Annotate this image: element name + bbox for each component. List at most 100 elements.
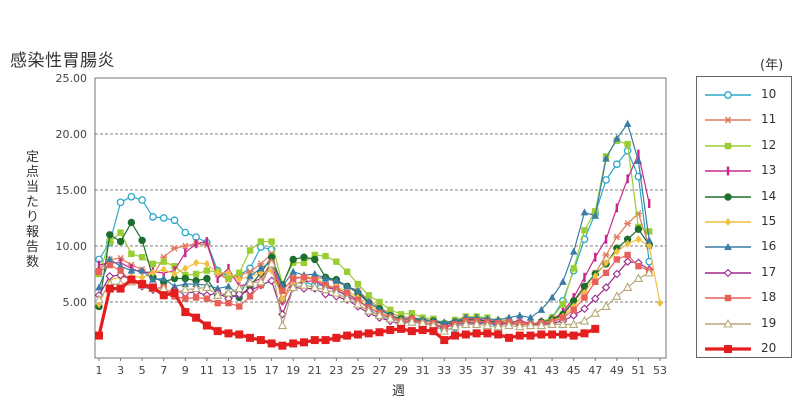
data-point (128, 250, 135, 258)
data-point (602, 251, 610, 259)
data-point (212, 290, 223, 299)
data-point (214, 268, 221, 277)
data-point (602, 176, 610, 184)
data-point (300, 274, 308, 281)
x-tick-label: 3 (117, 364, 124, 377)
x-tick-label: 27 (373, 364, 387, 377)
data-point (277, 320, 288, 330)
legend-marker (726, 166, 730, 176)
data-point (375, 328, 384, 337)
legend-marker (724, 294, 732, 302)
x-tick-label: 13 (221, 364, 235, 377)
legend-item-20: 20 (703, 339, 789, 359)
data-point (594, 252, 597, 262)
x-tick-label: 19 (286, 364, 300, 377)
data-point (353, 330, 362, 339)
data-point (311, 251, 318, 259)
data-point (461, 319, 471, 328)
data-point (279, 294, 286, 303)
data-point (278, 282, 287, 290)
x-tick-label: 43 (545, 364, 559, 377)
data-point (451, 331, 460, 340)
x-tick-label: 49 (610, 364, 624, 377)
x-tick-label: 5 (139, 364, 146, 377)
x-tick-label: 25 (351, 364, 365, 377)
data-point (289, 339, 298, 348)
data-point (515, 311, 524, 319)
legend-item-14: 14 (703, 187, 789, 207)
data-point (117, 229, 124, 236)
data-point (548, 330, 557, 339)
data-point (332, 333, 341, 342)
data-point (246, 247, 254, 254)
data-point (633, 273, 644, 283)
data-point (657, 299, 663, 308)
data-point (268, 238, 275, 245)
data-point (138, 254, 146, 261)
data-point (322, 252, 329, 260)
data-point (613, 256, 621, 263)
legend-item-18: 18 (703, 288, 789, 308)
data-point (127, 266, 136, 274)
legend-item-15: 15 (703, 212, 789, 232)
data-point (257, 238, 265, 245)
x-tick-label: 31 (416, 364, 430, 377)
data-point (95, 268, 103, 275)
data-point (559, 301, 567, 308)
data-point (623, 257, 632, 266)
data-point (343, 331, 352, 340)
legend-marker (724, 142, 732, 149)
x-tick-label: 41 (524, 364, 538, 377)
data-point (440, 318, 449, 326)
data-point (184, 248, 187, 258)
data-point (439, 325, 449, 335)
data-point (311, 276, 318, 283)
data-point (194, 239, 198, 249)
legend-marker (724, 243, 732, 251)
data-point (331, 287, 342, 297)
data-point (364, 329, 373, 338)
x-tick-label: 15 (243, 364, 257, 377)
y-tick-label: 5.00 (63, 296, 88, 309)
data-point (192, 294, 200, 301)
x-tick-label: 45 (567, 364, 581, 377)
legend-label: 16 (761, 239, 777, 254)
data-point (116, 284, 125, 293)
data-point (225, 275, 232, 282)
data-point (299, 280, 309, 289)
data-point (310, 282, 320, 291)
data-point (256, 336, 265, 345)
legend-marker (724, 192, 732, 201)
legend-marker (723, 268, 733, 278)
data-point (300, 253, 308, 261)
data-point (310, 336, 319, 345)
data-point (363, 305, 374, 315)
legend-marker (724, 116, 732, 124)
data-point (624, 220, 632, 228)
series-line-16 (98, 123, 650, 323)
legend-item-11: 11 (703, 110, 789, 130)
data-point (537, 330, 546, 339)
legend-swatch (705, 91, 751, 99)
data-point (94, 294, 104, 304)
data-point (256, 276, 266, 286)
legend-label: 17 (761, 264, 777, 279)
data-point (569, 247, 578, 255)
data-point (591, 211, 600, 219)
data-point (526, 331, 535, 340)
data-point (181, 280, 190, 288)
data-point (612, 269, 622, 279)
data-point (579, 315, 590, 325)
data-point (202, 282, 212, 291)
data-point (637, 149, 640, 159)
data-point (149, 213, 157, 221)
x-tick-label: 21 (308, 364, 322, 377)
data-point (246, 293, 254, 300)
x-tick-label: 33 (437, 364, 451, 377)
data-point (604, 234, 608, 244)
data-point (227, 263, 230, 273)
data-point (407, 317, 417, 326)
data-point (246, 268, 254, 276)
data-point (440, 336, 449, 345)
data-point (300, 259, 308, 266)
